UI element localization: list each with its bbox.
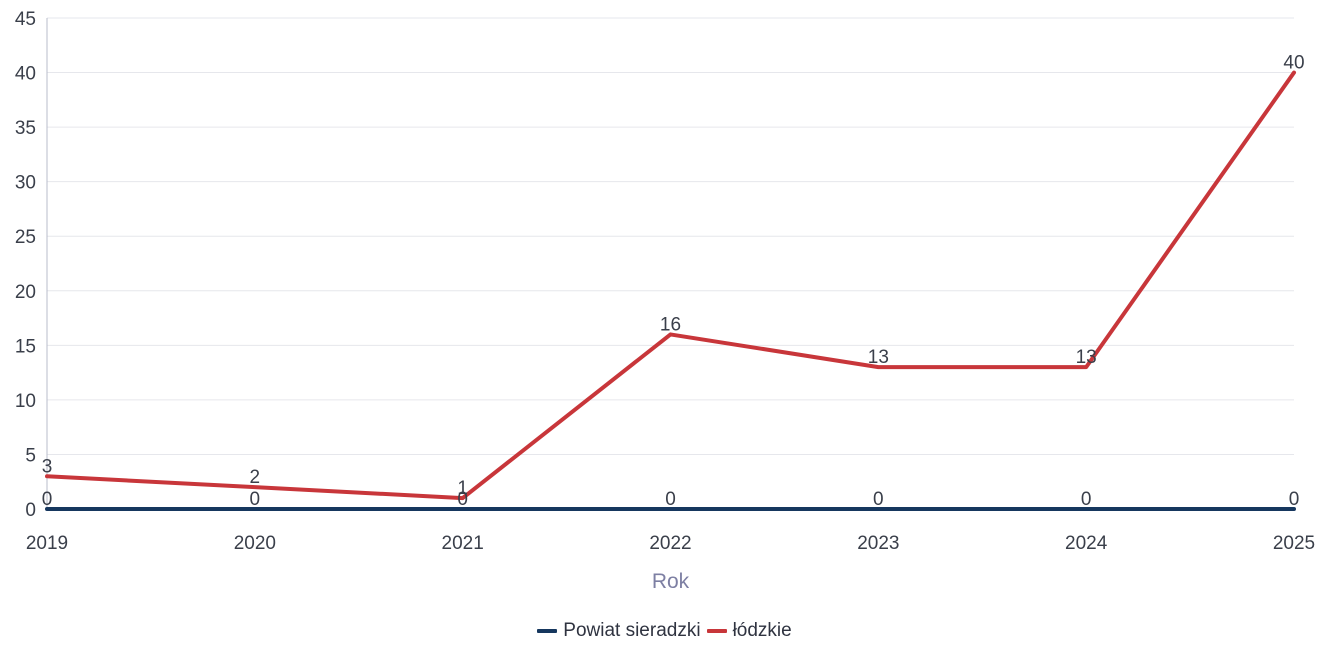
legend-swatch bbox=[706, 629, 727, 633]
data-label: 2 bbox=[250, 467, 261, 488]
legend-swatch bbox=[537, 629, 558, 633]
x-tick-label: 2020 bbox=[234, 533, 276, 554]
data-label: 1 bbox=[457, 478, 468, 499]
x-tick-label: 2023 bbox=[857, 533, 899, 554]
y-tick-label: 25 bbox=[15, 227, 36, 248]
x-tick-label: 2019 bbox=[26, 533, 68, 554]
legend-label: Powiat sieradzki bbox=[563, 620, 701, 641]
y-tick-label: 15 bbox=[15, 336, 36, 357]
x-tick-label: 2021 bbox=[442, 533, 484, 554]
y-tick-label: 40 bbox=[15, 64, 36, 85]
legend-item-powiat-sieradzki[interactable]: Powiat sieradzki bbox=[537, 620, 701, 642]
y-tick-label: 0 bbox=[25, 500, 36, 521]
series-lines bbox=[45, 70, 1296, 511]
y-tick-label: 10 bbox=[15, 391, 36, 412]
data-label: 0 bbox=[1289, 489, 1300, 510]
data-label: 0 bbox=[250, 489, 261, 510]
x-tick-label: 2025 bbox=[1273, 533, 1315, 554]
y-tick-label: 45 bbox=[15, 9, 36, 30]
data-label: 0 bbox=[1081, 489, 1092, 510]
y-tick-label: 30 bbox=[15, 173, 36, 194]
data-label: 3 bbox=[42, 456, 53, 477]
x-tick-label: 2024 bbox=[1065, 533, 1108, 554]
legend-label: łódzkie bbox=[732, 620, 792, 641]
data-label: 0 bbox=[42, 489, 53, 510]
data-label: 0 bbox=[457, 489, 468, 510]
data-label: 13 bbox=[1076, 347, 1097, 368]
data-label: 13 bbox=[868, 347, 889, 368]
data-label: 0 bbox=[873, 489, 884, 510]
x-axis-ticks: 2019 2020 2021 2022 2023 2024 2025 bbox=[26, 533, 1315, 554]
x-tick-label: 2022 bbox=[649, 533, 691, 554]
series-line-lodzkie bbox=[45, 70, 1296, 501]
grid-lines bbox=[47, 17, 1294, 455]
y-tick-label: 35 bbox=[15, 118, 36, 139]
legend-item-lodzkie[interactable]: łódzkie bbox=[706, 620, 792, 642]
legend: Powiat sieradzki łódzkie bbox=[0, 620, 1329, 642]
data-label: 16 bbox=[660, 314, 681, 335]
x-axis-title: Rok bbox=[652, 570, 690, 593]
data-label: 0 bbox=[665, 489, 676, 510]
data-labels: 0 0 0 0 0 0 0 3 2 1 16 13 13 40 bbox=[42, 53, 1305, 510]
y-tick-label: 5 bbox=[25, 445, 36, 466]
y-tick-label: 20 bbox=[15, 282, 36, 303]
data-label: 40 bbox=[1283, 53, 1304, 74]
y-axis-ticks: 0 5 10 15 20 25 30 35 40 45 bbox=[15, 9, 36, 521]
